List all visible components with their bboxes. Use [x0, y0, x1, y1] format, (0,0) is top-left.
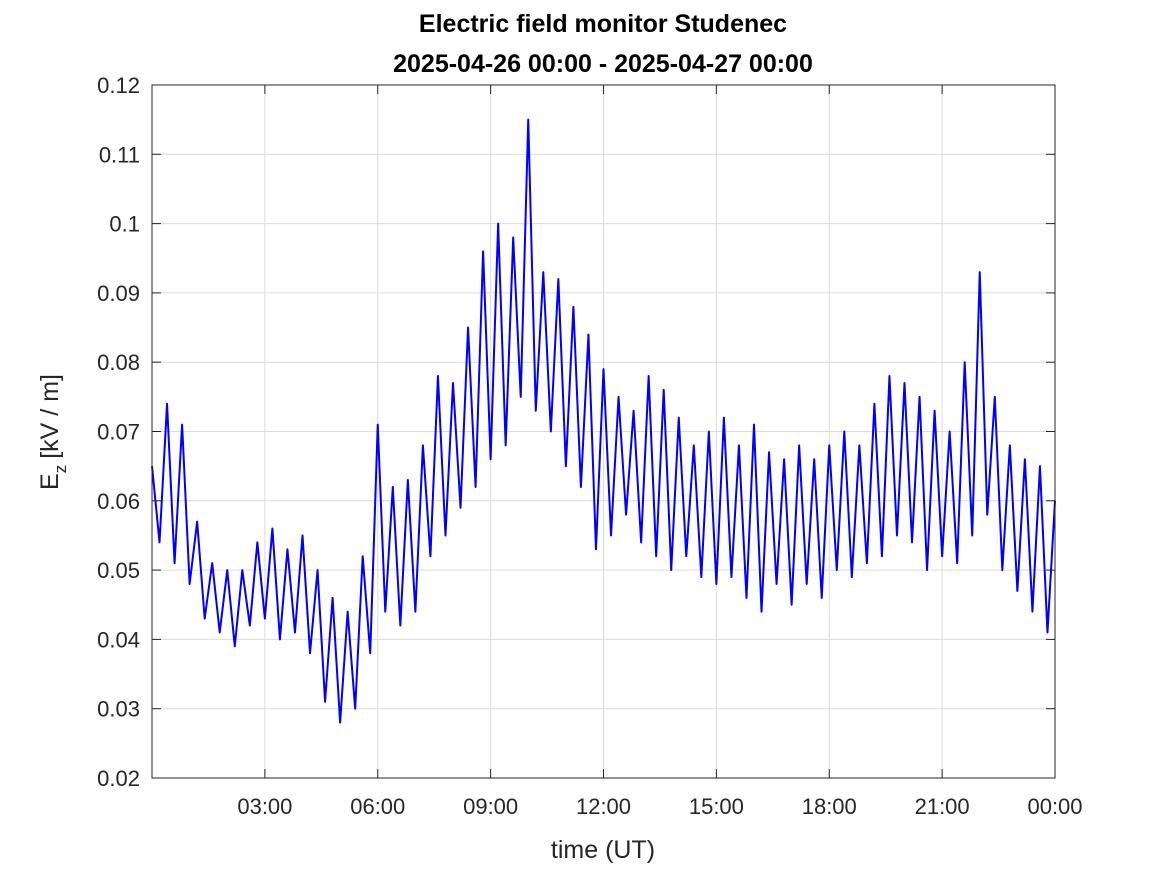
y-label-unit: [kV / m] — [36, 374, 64, 459]
y-label-sub: z — [51, 465, 70, 474]
y-tick-label: 0.11 — [99, 142, 140, 167]
y-tick-label: 0.08 — [97, 350, 140, 375]
x-tick-label: 09:00 — [463, 794, 518, 819]
y-tick-label: 0.07 — [97, 420, 140, 445]
y-tick-label: 0.05 — [97, 558, 140, 583]
y-tick-label: 0.03 — [97, 697, 140, 722]
x-tick-label: 03:00 — [237, 794, 292, 819]
x-axis-label: time (UT) — [551, 836, 655, 864]
y-label-base: E — [36, 473, 64, 490]
x-tick-label: 21:00 — [915, 794, 970, 819]
y-tick-label: 0.02 — [97, 766, 140, 791]
chart-title: Electric field monitor Studenec — [419, 10, 787, 38]
plot-frame — [151, 84, 1056, 779]
x-tick-label: 12:00 — [576, 794, 631, 819]
data-line — [151, 118, 1056, 724]
chart-subtitle: 2025-04-26 00:00 - 2025-04-27 00:00 — [393, 50, 813, 78]
x-tick-label: 18:00 — [802, 794, 857, 819]
x-tick-label: 06:00 — [350, 794, 405, 819]
y-tick-label: 0.09 — [97, 281, 140, 306]
y-tick-label: 0.04 — [97, 627, 140, 652]
x-tick-label: 15:00 — [689, 794, 744, 819]
y-tick-label: 0.06 — [97, 489, 140, 514]
y-axis-label: Ez [kV / m] — [36, 374, 70, 490]
y-tick-label: 0.12 — [97, 73, 140, 98]
y-tick-label: 0.1 — [109, 212, 140, 237]
x-tick-label: 00:00 — [1027, 794, 1082, 819]
